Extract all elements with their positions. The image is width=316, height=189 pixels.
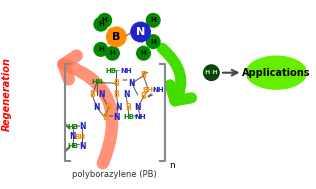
Text: NH: NH <box>135 114 146 120</box>
Text: =: = <box>121 77 127 83</box>
Text: B: B <box>89 91 95 99</box>
Text: H: H <box>150 17 156 23</box>
Text: =: = <box>132 113 138 119</box>
Text: N: N <box>99 91 105 99</box>
Circle shape <box>106 46 119 60</box>
Text: ─: ─ <box>114 68 118 74</box>
Text: BH: BH <box>143 87 154 93</box>
Circle shape <box>94 17 108 31</box>
Text: n: n <box>169 161 174 170</box>
Text: HB: HB <box>67 124 78 130</box>
Text: H H: H H <box>205 70 218 75</box>
Text: N: N <box>115 103 122 112</box>
Circle shape <box>98 14 112 27</box>
Text: N: N <box>136 27 145 37</box>
Text: BH: BH <box>74 134 85 140</box>
Text: =: = <box>75 123 81 129</box>
Circle shape <box>94 43 108 56</box>
Text: B: B <box>141 92 146 101</box>
Text: B: B <box>113 79 119 88</box>
FancyArrowPatch shape <box>162 48 191 101</box>
Text: H: H <box>150 39 156 45</box>
Text: B: B <box>113 91 119 99</box>
Circle shape <box>204 65 219 81</box>
Circle shape <box>146 35 160 48</box>
Text: HB: HB <box>124 114 135 120</box>
Text: NH: NH <box>152 87 164 93</box>
Text: H: H <box>102 17 107 23</box>
Text: N: N <box>79 142 86 151</box>
Text: ·: · <box>151 86 154 95</box>
Text: =: = <box>108 113 113 119</box>
Text: HB: HB <box>67 143 78 149</box>
Circle shape <box>131 22 150 42</box>
Text: HB: HB <box>105 68 116 74</box>
Text: N: N <box>94 103 100 112</box>
Text: N: N <box>113 113 120 122</box>
Circle shape <box>146 14 160 27</box>
Text: B: B <box>102 113 107 122</box>
Text: N: N <box>134 103 141 112</box>
Text: H: H <box>110 50 115 56</box>
Text: B: B <box>112 32 120 42</box>
Ellipse shape <box>246 56 307 89</box>
Text: NH: NH <box>120 68 132 74</box>
Text: H: H <box>141 50 146 56</box>
Text: N: N <box>70 132 76 141</box>
Text: B: B <box>125 103 131 112</box>
Text: H: H <box>98 46 104 52</box>
Text: N: N <box>79 122 86 132</box>
Circle shape <box>107 27 126 46</box>
Text: HN: HN <box>91 79 103 85</box>
Text: Applications: Applications <box>242 68 311 78</box>
Text: ─: ─ <box>76 142 80 148</box>
Text: polyborazylene (PB): polyborazylene (PB) <box>72 170 157 179</box>
Circle shape <box>137 46 150 60</box>
FancyArrowPatch shape <box>64 56 112 163</box>
Text: B: B <box>141 71 146 80</box>
Text: N: N <box>129 79 135 88</box>
Text: Regeneration: Regeneration <box>2 57 12 131</box>
Text: B: B <box>106 103 112 112</box>
Text: N: N <box>123 91 129 99</box>
Text: H: H <box>98 21 104 27</box>
